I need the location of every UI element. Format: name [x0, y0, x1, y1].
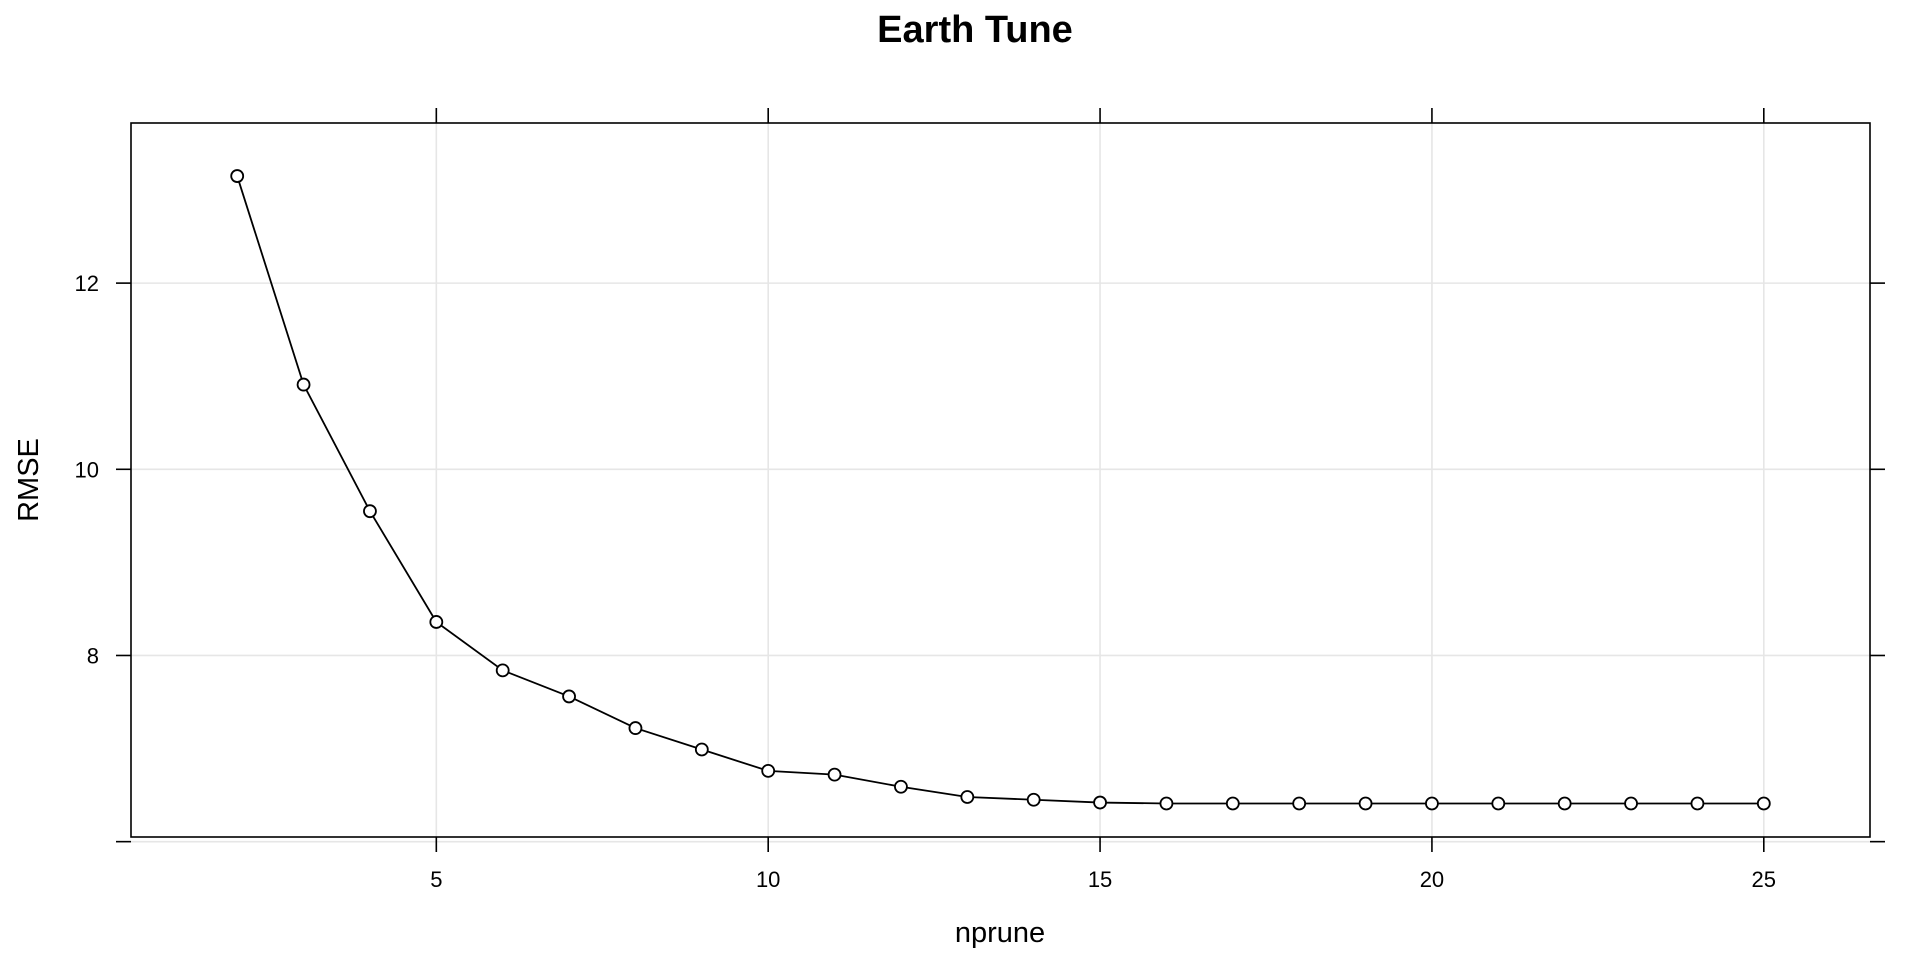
series-line — [236, 175, 1764, 805]
tick-labels: 5 10 15 20 25 8 10 12 — [75, 271, 1777, 892]
data-point — [1624, 796, 1638, 811]
x-axis-title: nprune — [955, 917, 1045, 949]
data-point — [363, 504, 377, 519]
data-point — [1093, 795, 1107, 810]
data-point — [1690, 796, 1705, 811]
plot-frame — [130, 122, 1871, 838]
y-tick-label: 10 — [75, 457, 99, 482]
chart-title: Earth Tune — [877, 9, 1073, 51]
grid-lines — [131, 123, 1870, 843]
data-point — [894, 779, 908, 794]
data-point — [827, 767, 842, 782]
x-tick-label: 20 — [1420, 867, 1444, 892]
axis-ticks — [116, 108, 1885, 852]
y-tick-label: 8 — [87, 643, 99, 668]
data-point — [960, 790, 975, 804]
x-tick-label: 25 — [1752, 867, 1776, 892]
data-point — [1491, 796, 1506, 811]
data-point — [429, 615, 444, 629]
data-point — [1026, 792, 1041, 807]
data-point — [1557, 796, 1572, 811]
series-line-path — [236, 175, 1764, 805]
data-points — [230, 169, 1771, 811]
x-tick-label: 15 — [1088, 867, 1112, 892]
data-point — [1159, 796, 1174, 811]
data-point — [628, 721, 643, 735]
data-point — [1756, 796, 1771, 811]
data-point — [1225, 796, 1240, 811]
y-axis-title: RMSE — [13, 438, 45, 522]
data-point — [694, 742, 709, 757]
y-tick-label: 12 — [75, 271, 99, 296]
data-point — [562, 689, 576, 704]
data-point — [296, 377, 311, 392]
data-point — [495, 663, 510, 678]
x-tick-label: 5 — [430, 867, 442, 892]
data-point — [1425, 796, 1439, 811]
data-point — [1292, 796, 1307, 811]
data-point — [761, 764, 776, 778]
x-tick-label: 10 — [756, 867, 780, 892]
data-point — [230, 169, 245, 183]
data-point — [1358, 796, 1373, 811]
